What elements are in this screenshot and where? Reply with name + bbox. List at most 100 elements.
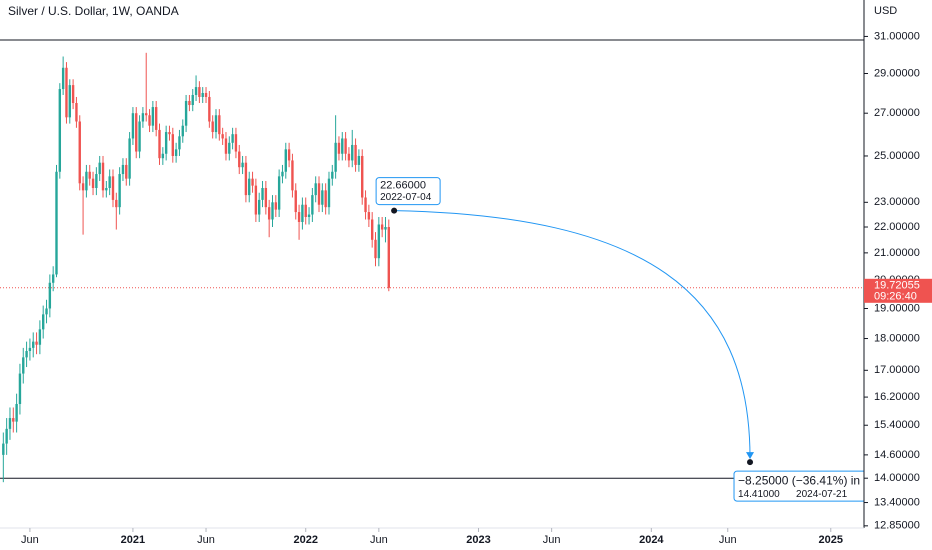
y-tick-label: 23.00000	[874, 196, 920, 208]
x-tick-label: Jun	[197, 534, 215, 546]
y-tick-label: 21.00000	[874, 247, 920, 259]
measure-start-box	[375, 177, 441, 206]
measure-arrowhead	[746, 452, 755, 460]
candle-body	[184, 100, 188, 126]
candle-body	[5, 428, 8, 444]
candle-body	[12, 418, 15, 422]
measure-end-date: 2024-07-21	[796, 489, 848, 500]
candle-body	[244, 162, 248, 196]
candle-body	[367, 212, 371, 220]
candle-body	[218, 115, 221, 135]
candle-body	[115, 199, 118, 208]
candle-body	[168, 132, 171, 135]
candle-body	[108, 176, 111, 188]
candle-body	[111, 176, 115, 200]
candle-body	[337, 142, 341, 154]
y-tick-label: 16.20000	[874, 391, 920, 403]
candle-body	[85, 171, 88, 191]
candle-body	[22, 357, 25, 374]
candle-body	[198, 87, 201, 97]
candle-body	[327, 178, 331, 208]
candle-body	[2, 443, 5, 455]
candle-body	[347, 153, 351, 161]
candle-body	[254, 185, 258, 215]
candle-body	[158, 129, 161, 159]
candle-body	[161, 153, 165, 159]
candle-body	[208, 96, 211, 122]
y-tick-label: 29.00000	[874, 67, 920, 79]
candle-body	[364, 197, 367, 213]
y-tick-label: 13.40000	[874, 496, 920, 508]
candle-body	[55, 171, 58, 275]
candle-body	[284, 149, 287, 172]
measure-end-price: 14.41000	[738, 489, 780, 500]
candle-body	[188, 100, 191, 106]
candle-body	[25, 351, 28, 358]
candle-body	[271, 202, 274, 220]
candle-body	[51, 274, 55, 283]
candle-body	[88, 171, 91, 179]
y-tick-label: 17.00000	[874, 364, 920, 376]
candle-body	[341, 138, 344, 154]
candle-body	[224, 138, 228, 154]
candle-body	[148, 115, 151, 126]
candle-body	[171, 134, 174, 156]
y-tick-label: 19.00000	[874, 302, 920, 314]
candle-body	[324, 190, 327, 208]
y-tick-label: 18.00000	[874, 332, 920, 344]
candle-body	[251, 178, 254, 186]
candle-body	[334, 142, 337, 172]
candle-body	[164, 132, 168, 154]
y-tick-label: 14.60000	[874, 449, 920, 461]
candle-body	[135, 113, 138, 152]
chart-title: Silver / U.S. Dollar, 1W, OANDA	[8, 4, 179, 18]
candle-body	[287, 149, 291, 161]
candle-body	[241, 162, 244, 168]
candle-body	[191, 94, 194, 106]
last-price-box	[864, 278, 932, 303]
y-tick-label: 14.00000	[874, 472, 920, 484]
candle-body	[377, 224, 381, 259]
candle-body	[234, 134, 238, 152]
candle-body	[374, 239, 377, 259]
candle-body	[194, 87, 198, 95]
candle-body	[314, 183, 317, 196]
measure-end-point	[747, 459, 754, 466]
x-tick-label: 2025	[819, 534, 843, 546]
candle-body	[154, 107, 158, 130]
x-tick-label: Jun	[543, 534, 561, 546]
candle-body	[78, 121, 81, 184]
candle-body	[75, 103, 78, 122]
candle-body	[354, 144, 357, 165]
candle-body	[304, 204, 307, 218]
candle-body	[228, 142, 231, 154]
candle-body	[317, 183, 321, 205]
candle-body	[141, 113, 145, 122]
candle-body	[174, 149, 178, 156]
candle-body	[128, 138, 131, 179]
candle-body	[105, 187, 108, 191]
candle-body	[151, 107, 155, 126]
last-price-label: 19.72055	[874, 280, 920, 292]
candle-body	[48, 282, 52, 309]
candle-body	[204, 92, 208, 97]
measure-end-box	[733, 470, 864, 502]
candle-body	[8, 418, 12, 429]
candle-body	[291, 160, 294, 191]
candle-body	[98, 162, 101, 175]
candle-body	[261, 187, 264, 200]
x-tick-label: Jun	[370, 534, 388, 546]
candle-body	[351, 144, 354, 161]
candle-body	[178, 136, 181, 150]
candle-body	[331, 171, 334, 179]
candle-body	[311, 195, 314, 215]
candle-body	[281, 171, 284, 177]
y-tick-label: 25.00000	[874, 150, 920, 162]
candle-body	[61, 67, 65, 90]
candle-body	[32, 341, 35, 348]
candle-body	[131, 113, 135, 139]
measure-arc	[394, 210, 751, 459]
